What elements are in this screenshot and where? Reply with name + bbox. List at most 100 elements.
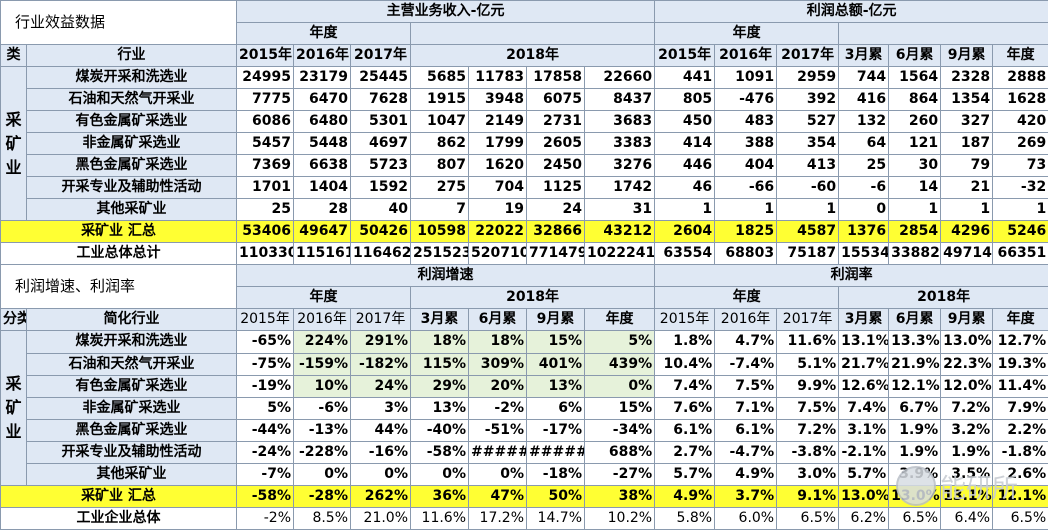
industry-header: 简化行业 (25, 308, 238, 332)
prof-cell: 1376 (838, 220, 890, 244)
rev-cell: 1103301 (236, 242, 295, 266)
prof-cell: 864 (888, 88, 942, 112)
rev-cell: 2605 (526, 132, 586, 156)
growth-cell: 15% (526, 330, 586, 354)
growth-cell: 10.2% (584, 506, 656, 530)
rev-cell: 2149 (468, 110, 528, 134)
prof-cell: 527 (776, 110, 840, 134)
margin-group-header: 利润率 (654, 264, 1048, 288)
margin-cell: 7.1% (714, 396, 778, 420)
prof-cell: 121 (888, 132, 942, 156)
rev-cell: 28 (293, 198, 352, 222)
industry-name: 煤炭开采和洗选业 (25, 66, 238, 90)
rev-cell: 8437 (584, 88, 656, 112)
margin-cell: 12.7% (992, 330, 1048, 354)
margin-cell: 13.0% (940, 330, 994, 354)
rev-cell: 5457 (236, 132, 295, 156)
growth-cell: 309% (468, 352, 528, 376)
rev-cell: 50426 (350, 220, 412, 244)
rev-cell: 7628 (350, 88, 412, 112)
growth-cell: 18% (468, 330, 528, 354)
growth-cell: -28% (293, 484, 352, 508)
rev-cell: 6470 (293, 88, 352, 112)
growth-2018-header: 2018年 (410, 286, 656, 310)
growth-cell: -2% (468, 396, 528, 420)
rev-cell: 3948 (468, 88, 528, 112)
margin-cell: 3.0% (776, 462, 840, 486)
rev-cell: 6480 (293, 110, 352, 134)
industry-name: 其他采矿业 (25, 198, 238, 222)
table-row: 黑色金属矿采选业 7369 6638 5723 807 1620 2450 32… (1, 154, 1048, 178)
prof-cell: 187 (940, 132, 994, 156)
growth-cell: 17.2% (468, 506, 528, 530)
margin-cell: 6.0% (714, 506, 778, 530)
rev-cell: 807 (410, 154, 470, 178)
growth-year-2016: 2016年 (293, 308, 352, 332)
category-label: 采矿业 (0, 330, 27, 486)
margin-cell: 6.4% (940, 506, 994, 530)
prof-cell: 1 (992, 198, 1048, 222)
rev-cell: 4697 (350, 132, 412, 156)
growth-cell: 29% (410, 374, 470, 398)
rev-cell: 3383 (584, 132, 656, 156)
prof-cell: 441 (654, 66, 716, 90)
growth-cell: 21.0% (350, 506, 412, 530)
margin-cell: 13.0% (888, 484, 942, 508)
industry-header: 行业 (25, 44, 238, 68)
growth-cell: 20% (468, 374, 528, 398)
margin-cell: 6.5% (992, 506, 1048, 530)
prof-cell: 73 (992, 154, 1048, 178)
total-row: 采矿业 汇总 53406 49647 50426 10598 22022 328… (0, 220, 1048, 244)
margin-annual: 年度 (992, 308, 1048, 332)
growth-cell: 6% (526, 396, 586, 420)
margin-cell: 21.7% (838, 352, 890, 376)
margin-cell: 3.1% (838, 418, 890, 442)
rev-cell: 17858 (526, 66, 586, 90)
growth-cell: 0% (293, 462, 352, 486)
industry-name: 石油和天然气开采业 (25, 88, 238, 112)
prof-year-2015: 2015年 (654, 44, 716, 68)
growth-cell: 0% (350, 462, 412, 486)
rev-cell: 1022241 (584, 242, 656, 266)
prof-cell: 2328 (940, 66, 994, 90)
margin-cell: 4.9% (654, 484, 716, 508)
growth-cell: 0% (410, 462, 470, 486)
growth-cell: 5% (236, 396, 295, 420)
growth-cell: 24% (350, 374, 412, 398)
prof-cell: 1564 (888, 66, 942, 90)
prof-cell: 49714 (940, 242, 994, 266)
margin-cell: 1.9% (888, 418, 942, 442)
rev-cell: 1799 (468, 132, 528, 156)
growth-cell: 15% (584, 396, 656, 420)
prof-cell: 2604 (654, 220, 716, 244)
growth-cell: -27% (584, 462, 656, 486)
prof-q9: 9月累 (940, 44, 994, 68)
growth-cell: ##### (468, 440, 528, 464)
industry-name: 有色金属矿采选业 (25, 374, 238, 398)
industry-name: 石油和天然气开采业 (25, 352, 238, 376)
margin-cell: 7.2% (940, 396, 994, 420)
margin-cell: 3.7% (714, 484, 778, 508)
prof-cell: 450 (654, 110, 716, 134)
rev-cell: 5301 (350, 110, 412, 134)
margin-cell: 19.3% (992, 352, 1048, 376)
prof-cell: 132 (838, 110, 890, 134)
margin-cell: 3.9% (888, 462, 942, 486)
prof-year-2017: 2017年 (776, 44, 840, 68)
prof-cell: -6 (838, 176, 890, 200)
rev-cell: 1742 (584, 176, 656, 200)
rev-cell: 25445 (350, 66, 412, 90)
rev-cell: 24 (526, 198, 586, 222)
growth-cell: -228% (293, 440, 352, 464)
revenue-annual-header: 年度 (236, 22, 412, 46)
growth-cell: 0% (468, 462, 528, 486)
margin-cell: 11.6% (776, 330, 840, 354)
rev-cell: 19 (468, 198, 528, 222)
rev-cell: 6638 (293, 154, 352, 178)
table-row: 石油和天然气开采业 -75% -159% -182% 115% 309% 401… (1, 352, 1048, 376)
growth-cell: 3% (350, 396, 412, 420)
prof-cell: 388 (714, 132, 778, 156)
margin-q9: 9月累 (940, 308, 994, 332)
growth-cell: 262% (350, 484, 412, 508)
margin-cell: 22.3% (940, 352, 994, 376)
